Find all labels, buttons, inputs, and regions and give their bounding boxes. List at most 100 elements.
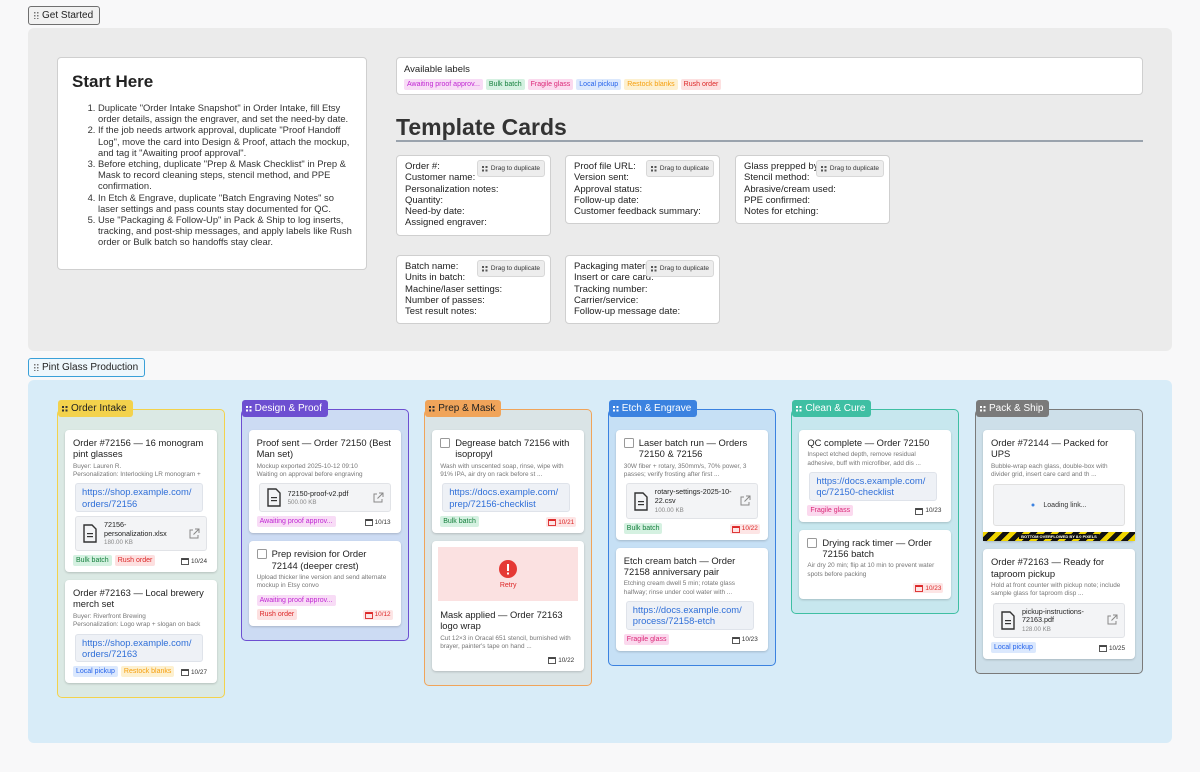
file-attachment[interactable]: 72150-proof-v2.pdf 500.00 KB <box>258 483 391 513</box>
task-card[interactable]: Drying rack timer — Order 72156 batch Air… <box>799 529 952 600</box>
checkbox[interactable] <box>440 438 451 448</box>
template-field: Test result notes: <box>405 306 477 318</box>
icon-part <box>616 405 619 408</box>
spinner <box>1031 503 1035 507</box>
icon-part <box>915 585 923 588</box>
icon-part <box>654 169 657 172</box>
task-card[interactable]: Order #72163 — Local brewery merch set Bu… <box>65 580 217 684</box>
icon-part <box>37 15 39 17</box>
icon-part <box>820 165 827 172</box>
task-card[interactable]: Retry Mask applied — Order 72163 logo wra… <box>432 541 585 672</box>
column-header[interactable]: Pack & Ship <box>976 400 1050 417</box>
icon-part <box>485 269 488 272</box>
task-card[interactable]: Order #72144 — Packed for UPS Bubble-wrap… <box>983 430 1135 542</box>
error-icon <box>499 559 518 578</box>
card-link[interactable]: https://docs.example.com/qc/72150-checkl… <box>809 472 938 501</box>
task-card[interactable]: Order #72163 — Ready for taproom pickup H… <box>983 549 1135 659</box>
template-field: Order #: <box>405 161 440 172</box>
card-desc: Wash with unscented soap, rinse, wipe wi… <box>440 463 576 480</box>
icon-part <box>740 495 751 506</box>
column-header[interactable]: Order Intake <box>58 400 133 417</box>
icon-part <box>485 265 488 268</box>
column-title: Prep & Mask <box>438 403 496 414</box>
open-icon <box>740 495 751 506</box>
icon-part <box>507 572 510 574</box>
column: Etch & Engrave Laser batch run — Orders 7… <box>607 400 776 666</box>
due-date: 10/23 <box>730 635 760 645</box>
task-card[interactable]: Order #72156 — 16 monogram pint glasses B… <box>65 430 217 573</box>
date-text: 10/24 <box>191 557 207 565</box>
icon-part <box>373 492 384 503</box>
column-header[interactable]: Etch & Engrave <box>608 400 698 417</box>
icon-part <box>980 405 986 411</box>
date-text: 10/22 <box>741 525 758 533</box>
template-card: Proof file URL: Version sent: Approval sta… <box>565 155 720 225</box>
template-field: Stencil method: <box>744 172 810 184</box>
template-field: Batch name: <box>405 261 459 272</box>
file-attachment[interactable]: pickup-instructions-72163.pdf 128.00 KB <box>993 602 1125 638</box>
task-card[interactable]: Prep revision for Order 72144 (deeper cr… <box>248 541 401 626</box>
icon-part <box>983 409 986 411</box>
template-field: PPE confirmed: <box>744 194 810 206</box>
open-icon <box>189 528 200 539</box>
column-header[interactable]: Design & Proof <box>241 400 328 417</box>
card-title-row: QC complete — Order 72150 <box>807 437 943 448</box>
label-tag: Bulk batch <box>485 79 525 90</box>
file-attachment[interactable]: rotary-settings-2025-10-22.csv 100.00 KB <box>625 483 758 519</box>
step: Use "Packaging & Follow-Up" in Pack & Sh… <box>98 214 352 248</box>
label-tag: Local pickup <box>991 642 1036 653</box>
icon-part <box>980 405 982 408</box>
column-header[interactable]: Clean & Cure <box>792 400 872 417</box>
card-link[interactable]: https://docs.example.com/process/72158-e… <box>625 601 754 630</box>
drag-button[interactable]: Drag to duplicate <box>645 260 714 278</box>
card-footer: Fragile glass 10/23 <box>623 633 760 645</box>
label-tag: Fragile glass <box>623 633 670 645</box>
label-tag: Rush order <box>114 555 156 567</box>
file-icon <box>1001 611 1015 630</box>
task-card[interactable]: QC complete — Order 72150 Inspect etched … <box>799 430 952 522</box>
checkbox[interactable] <box>623 438 634 448</box>
task-card[interactable]: Proof sent — Order 72150 (Best Man set) M… <box>248 430 401 534</box>
file-attachment[interactable]: 72156-personalization.xlsx 180.00 KB <box>75 516 207 552</box>
checkbox[interactable] <box>807 537 818 548</box>
card-desc: Cut 12×3 in Oracal 651 stencil, burnishe… <box>440 635 576 652</box>
template-field: Approval status: <box>574 183 643 195</box>
label-tag: Bulk batch <box>73 555 112 567</box>
icon-part <box>87 533 93 535</box>
date-text: 10/21 <box>558 518 575 526</box>
board-panel <box>28 380 1172 743</box>
drag-label: Drag to duplicate <box>659 265 709 272</box>
icon-part <box>650 165 653 168</box>
task-card[interactable]: Etch cream batch — Order 72158 anniversa… <box>615 547 768 651</box>
task-card[interactable]: Laser batch run — Orders 72150 & 72156 30… <box>615 430 768 540</box>
overflow-text: BOTTOM OVERFLOWED BY 8.0 PIXELS <box>1019 534 1099 540</box>
icon-part <box>637 503 644 505</box>
column-header[interactable]: Prep & Mask <box>425 400 502 417</box>
desc-line: Hold at front counter with pickup note; … <box>991 582 1121 598</box>
drag-button[interactable]: Drag to duplicate <box>645 160 714 178</box>
tag-list: Local pickup <box>991 642 1036 653</box>
drag-button[interactable]: Drag to duplicate <box>476 260 545 278</box>
label-tag: Rush order <box>680 79 722 90</box>
card-link[interactable]: https://docs.example.com/prep/72156-chec… <box>442 483 571 512</box>
checkbox[interactable] <box>256 549 267 560</box>
card-link[interactable]: https://shop.example.com/orders/72156 <box>75 483 203 512</box>
due-date: 10/22 <box>546 655 576 665</box>
card-desc: Air dry 20 min; flip at 10 min to preven… <box>807 562 943 579</box>
icon-part <box>34 12 36 14</box>
template-field: Insert or care card: <box>574 272 654 284</box>
card-link[interactable]: https://shop.example.com/orders/72163 <box>75 633 203 663</box>
icon-part <box>365 612 373 614</box>
template-field: Packaging materials: <box>574 261 663 272</box>
card-title-row: Etch cream batch — Order 72158 anniversa… <box>624 555 760 578</box>
drag-button[interactable]: Drag to duplicate <box>815 160 884 178</box>
desc-line: Inspect etched depth, remove residual ad… <box>807 451 921 467</box>
drag-button[interactable]: Drag to duplicate <box>476 160 545 178</box>
section-chip[interactable]: Pint Glass Production <box>28 358 146 377</box>
template-field: Personalization notes: <box>405 183 499 195</box>
task-card[interactable]: Degrease batch 72156 with isopropyl Wash … <box>432 430 585 533</box>
retry-button[interactable]: Retry <box>499 581 517 589</box>
icon-part <box>266 488 281 508</box>
section-chip[interactable]: Get Started <box>28 6 101 25</box>
label-tag: Local pickup <box>73 666 118 678</box>
